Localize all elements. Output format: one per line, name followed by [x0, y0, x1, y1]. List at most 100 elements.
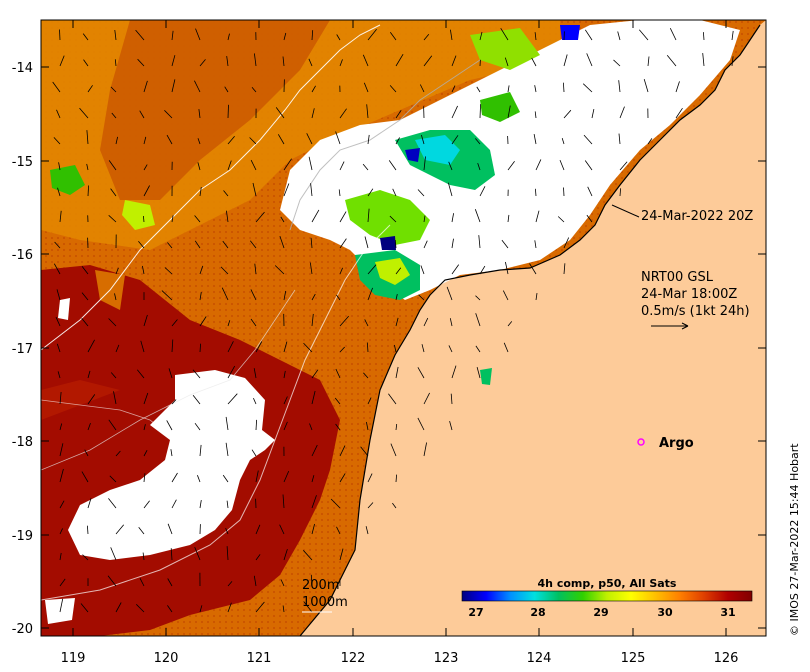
current-arrow — [339, 161, 345, 171]
current-arrow — [194, 546, 201, 561]
current-arrow — [87, 185, 89, 197]
current-arrow — [561, 137, 565, 145]
current-arrow — [360, 446, 369, 457]
current-arrow — [199, 292, 202, 301]
current-arrow — [423, 55, 433, 67]
current-arrow — [57, 371, 61, 379]
lon-label: 125 — [621, 651, 646, 666]
current-arrow — [167, 578, 173, 587]
current-arrow — [56, 343, 61, 353]
current-arrow — [113, 391, 117, 405]
colorbar-tick: 31 — [720, 606, 735, 619]
current-arrow — [505, 261, 509, 275]
current-arrow — [227, 365, 236, 379]
current-arrow — [367, 473, 373, 483]
current-arrow — [115, 524, 125, 535]
current-arrow — [108, 419, 117, 431]
sst-cool-patch-2 — [345, 190, 430, 245]
current-arrow — [227, 341, 234, 353]
current-arrow — [283, 290, 287, 301]
current-arrow — [171, 472, 178, 483]
current-arrow — [109, 475, 117, 483]
current-arrow — [170, 449, 173, 457]
current-arrow — [194, 422, 201, 431]
current-arrow — [225, 527, 229, 535]
current-arrow — [394, 239, 397, 249]
current-arrow — [479, 186, 486, 197]
current-arrow — [252, 182, 257, 197]
current-arrow — [82, 33, 89, 41]
current-arrow — [339, 211, 347, 223]
current-arrow — [417, 367, 425, 379]
current-arrow — [220, 266, 229, 275]
current-arrow — [504, 57, 509, 67]
current-arrow — [336, 294, 341, 301]
current-arrow — [647, 138, 653, 145]
current-arrow — [110, 86, 117, 93]
current-arrow — [367, 28, 377, 41]
current-arrow — [138, 240, 145, 249]
current-arrow — [334, 397, 341, 405]
current-arrow — [475, 295, 481, 301]
current-arrow — [338, 189, 341, 197]
current-arrow — [59, 598, 64, 613]
current-arrow — [226, 210, 229, 223]
current-arrow — [255, 419, 257, 431]
current-arrow — [253, 368, 257, 379]
current-arrow — [366, 421, 369, 431]
current-arrow — [478, 235, 481, 249]
lat-label: -17 — [12, 342, 33, 357]
current-arrow — [171, 79, 176, 93]
current-arrow — [53, 137, 61, 145]
current-arrow — [451, 85, 456, 93]
current-arrow — [449, 420, 453, 431]
current-arrow — [87, 394, 96, 405]
current-arrow — [339, 59, 343, 67]
current-arrow — [311, 444, 318, 457]
current-arrow — [171, 319, 178, 327]
current-arrow — [111, 112, 117, 119]
current-arrow — [507, 85, 510, 93]
current-arrow — [56, 109, 61, 119]
current-arrow — [59, 468, 64, 483]
current-arrow — [303, 550, 313, 561]
current-arrow — [586, 53, 593, 67]
current-arrow — [108, 215, 117, 223]
current-arrow — [395, 294, 398, 301]
current-arrow — [199, 186, 202, 197]
current-arrow — [59, 29, 61, 41]
current-arrow — [330, 498, 341, 509]
current-arrow — [142, 265, 145, 275]
current-arrow — [563, 187, 565, 197]
current-arrow — [448, 345, 453, 353]
current-arrow — [507, 321, 513, 327]
current-arrow — [339, 267, 343, 275]
colorbar-tick: 28 — [530, 606, 545, 619]
current-arrow — [143, 450, 148, 457]
current-arrow — [367, 188, 374, 197]
current-arrow — [703, 32, 705, 41]
map-plot-area — [41, 20, 766, 636]
current-arrow — [613, 59, 621, 67]
current-arrow — [451, 365, 457, 379]
current-arrow — [199, 265, 204, 275]
current-arrow — [171, 339, 174, 353]
current-arrow — [283, 470, 290, 483]
current-arrow — [282, 494, 285, 509]
current-scale: 0.5m/s (1kt 24h) — [641, 304, 750, 319]
current-arrow — [446, 286, 453, 301]
current-arrow — [249, 137, 257, 145]
current-arrow — [534, 111, 537, 119]
current-arrow — [143, 215, 145, 223]
current-arrow — [339, 445, 346, 457]
current-arrow — [563, 82, 565, 93]
current-arrow — [311, 108, 315, 119]
current-arrow — [388, 160, 397, 171]
current-arrow — [500, 27, 509, 41]
current-arrow — [366, 342, 369, 353]
current-arrow — [392, 502, 397, 509]
current-arrow — [58, 162, 61, 171]
current-arrow — [249, 240, 257, 249]
colorbar-gradient — [461, 590, 753, 602]
current-arrow — [535, 210, 540, 223]
